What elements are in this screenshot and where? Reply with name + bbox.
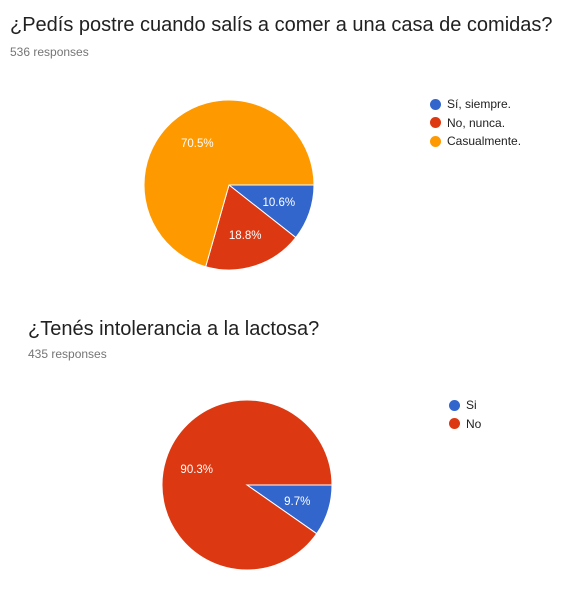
legend-label: No, nunca.: [447, 116, 505, 130]
legend-dot-icon: [449, 400, 460, 411]
legend-label: Si: [466, 398, 477, 412]
chart-legend: Si No: [449, 396, 481, 433]
legend-item-casualmente[interactable]: Casualmente.: [430, 132, 521, 151]
pie-slice-no[interactable]: [162, 400, 332, 570]
legend-item-no[interactable]: No: [449, 415, 481, 434]
slice-label-no-nunca: 18.8%: [229, 230, 262, 242]
legend-item-no-nunca[interactable]: No, nunca.: [430, 114, 521, 133]
legend-item-si-siempre[interactable]: Sí, siempre.: [430, 95, 521, 114]
legend-label: Sí, siempre.: [447, 97, 511, 111]
pie-chart: 9.7% 90.3%: [0, 290, 582, 599]
slice-label-si: 9.7%: [284, 496, 310, 508]
chart-lactosa: ¿Tenés intolerancia a la lactosa? 435 re…: [0, 290, 582, 599]
legend-dot-icon: [430, 117, 441, 128]
legend-item-si[interactable]: Si: [449, 396, 481, 415]
legend-label: Casualmente.: [447, 134, 521, 148]
legend-dot-icon: [449, 418, 460, 429]
chart-legend: Sí, siempre. No, nunca. Casualmente.: [430, 95, 521, 151]
legend-dot-icon: [430, 136, 441, 147]
legend-dot-icon: [430, 99, 441, 110]
slice-label-casualmente: 70.5%: [181, 138, 214, 150]
chart-postre: ¿Pedís postre cuando salís a comer a una…: [0, 0, 582, 290]
slice-label-no: 90.3%: [180, 464, 213, 476]
legend-label: No: [466, 417, 481, 431]
slice-label-si-siempre: 10.6%: [262, 197, 295, 209]
